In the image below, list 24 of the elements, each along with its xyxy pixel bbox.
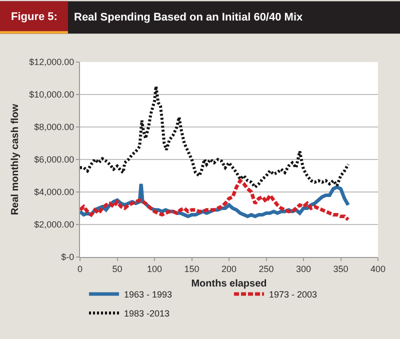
legend-label: 1983 -2013 [124,308,170,319]
y-tick-label: $12,000.00 [29,57,74,68]
legend-label: 1973 - 2003 [269,290,318,300]
y-axis-title: Real monthly cash flow [10,104,22,216]
caption: Figure 5: [11,11,58,23]
y-tick-label: $8,000.00 [34,122,74,132]
x-tick-label: 200 [221,264,237,274]
x-tick-label: 300 [296,264,312,274]
y-tick-label: $2,000.00 [34,220,74,230]
chart-title: Real Spending Based on an Initial 60/40 Mix [74,11,304,24]
y-tick-label: $10,000.00 [29,90,74,100]
y-tick-label: $-0 [61,252,74,262]
x-tick-label: 0 [77,264,83,274]
x-tick-label: 50 [112,264,122,274]
x-axis-title: Months elapsed [191,278,267,290]
x-tick-label: 100 [146,264,162,274]
y-tick-label: $6,000.00 [34,154,74,165]
x-tick-label: 150 [184,264,200,274]
y-tick-label: $4,000.00 [34,187,74,198]
x-tick-label: 400 [370,264,386,274]
x-tick-label: 350 [333,264,348,274]
legend-label: 1963 - 1993 [124,290,172,300]
line-series [80,84,350,189]
x-tick-label: 250 [258,264,274,274]
